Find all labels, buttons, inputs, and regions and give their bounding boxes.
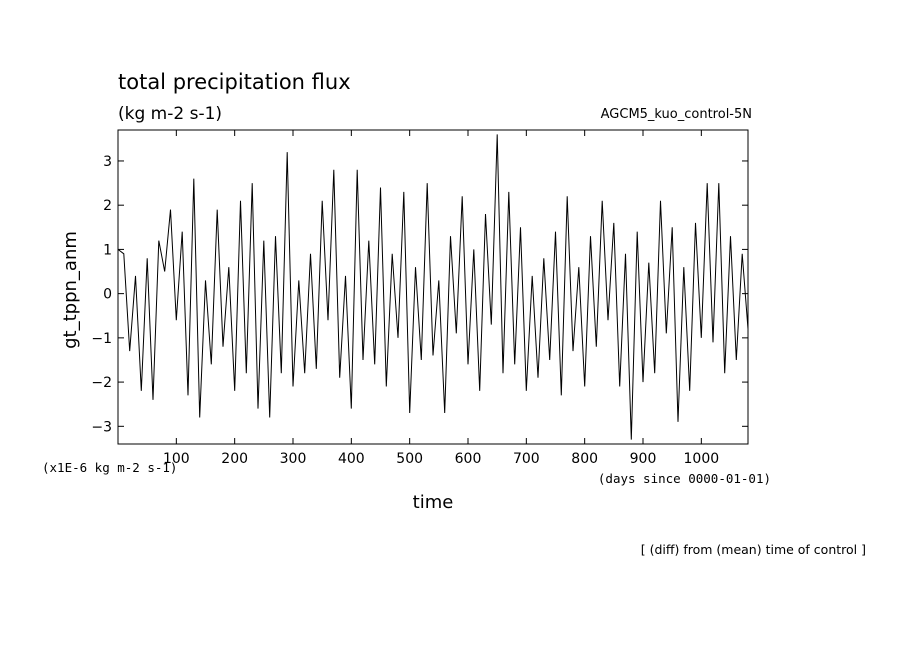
- chart-subtitle: (kg m-2 s-1): [118, 104, 222, 124]
- footnote: [ (diff) from (mean) time of control ]: [641, 542, 866, 557]
- x-tick-label: 900: [630, 451, 657, 467]
- x-tick-label: 400: [338, 451, 365, 467]
- y-tick-label: 2: [103, 198, 112, 214]
- x-tick-label: 1000: [684, 451, 720, 467]
- y-axis: −3 −2 −1 0 1 2 3: [91, 154, 748, 435]
- x-tick-label: 200: [221, 451, 248, 467]
- y-tick-label: 3: [103, 154, 112, 170]
- chart-title: total precipitation flux: [118, 70, 351, 94]
- x-tick-label: 100: [163, 451, 190, 467]
- y-tick-label: −1: [91, 331, 112, 347]
- x-axis-label: time: [413, 492, 454, 513]
- series-layer: [117, 134, 749, 440]
- y-tick-label: 1: [103, 242, 112, 258]
- x-tick-label: 500: [396, 451, 423, 467]
- series-line: [117, 134, 749, 440]
- x-tick-label: 700: [513, 451, 540, 467]
- x-tick-label: 300: [280, 451, 307, 467]
- y-tick-label: −3: [91, 419, 112, 435]
- y-axis-label: gt_tppn_anm: [60, 231, 81, 349]
- y-tick-label: 0: [103, 287, 112, 303]
- experiment-label: AGCM5_kuo_control-5N: [601, 107, 752, 122]
- x-tick-label: 800: [571, 451, 598, 467]
- y-scale-note: (x1E-6 kg m-2 s-1): [42, 460, 177, 475]
- x-axis: 100 200 300 400 500 600 700 800 900 1000: [163, 130, 719, 467]
- plot-frame: [117, 129, 749, 445]
- x-unit-note: (days since 0000-01-01): [598, 471, 771, 486]
- y-tick-label: −2: [91, 375, 112, 391]
- x-tick-label: 600: [455, 451, 482, 467]
